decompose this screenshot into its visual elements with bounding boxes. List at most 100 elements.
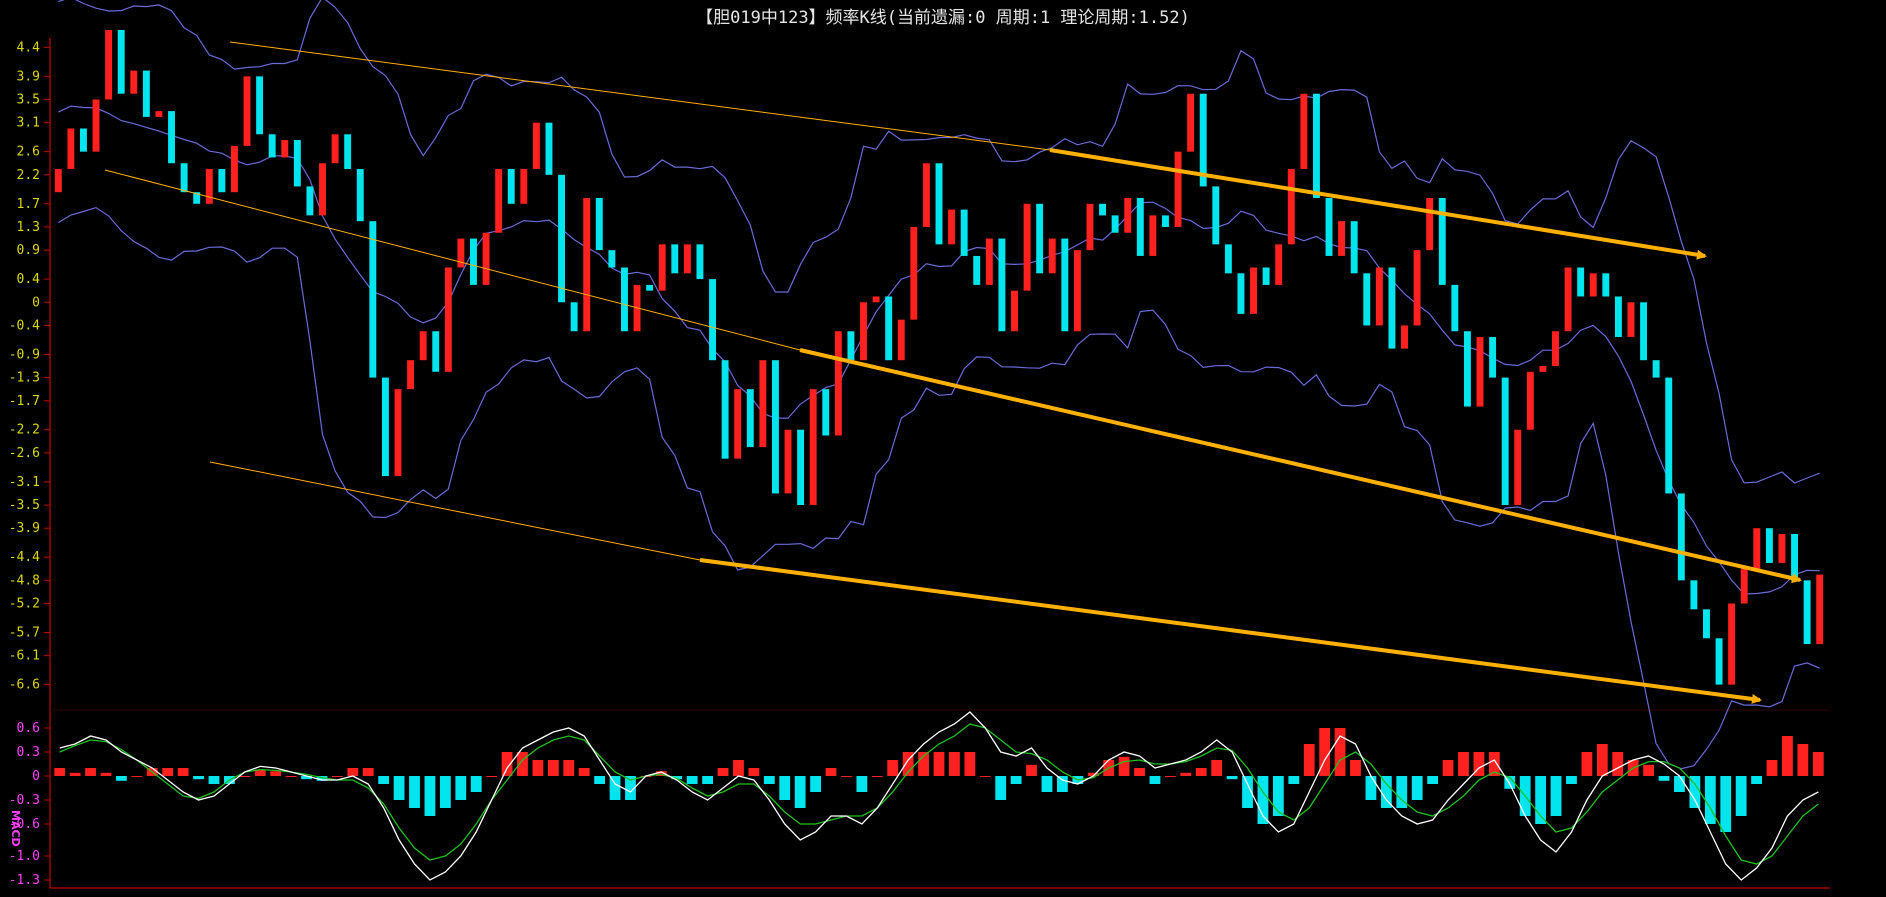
- down-candle: [1451, 284, 1459, 332]
- up-candle: [834, 331, 842, 436]
- macd-bar: [1164, 776, 1176, 777]
- macd-bar: [1550, 776, 1562, 816]
- up-candle: [495, 169, 503, 233]
- macd-bar: [517, 752, 528, 776]
- price-tick-label: 4.4: [17, 40, 41, 55]
- candlestick-series: [54, 30, 1824, 685]
- down-candle: [1803, 580, 1811, 645]
- price-tick-label: 0.4: [17, 272, 41, 287]
- price-tick-label: 3.1: [17, 116, 40, 131]
- down-candle: [1212, 186, 1220, 245]
- macd-bar: [1396, 776, 1408, 808]
- macd-bar: [1026, 764, 1037, 776]
- macd-bar: [1334, 728, 1346, 776]
- macd-bar: [347, 768, 359, 776]
- up-candle: [1476, 337, 1484, 407]
- macd-bar: [779, 776, 791, 800]
- macd-tick-label: 0.3: [17, 745, 40, 760]
- up-candle: [1338, 221, 1346, 256]
- macd-bar: [1057, 776, 1068, 792]
- trend-upper-arrow: [1049, 148, 1707, 260]
- price-tick-label: 3.5: [17, 93, 40, 108]
- macd-bar: [1612, 752, 1624, 776]
- macd-tick-label: -0.6: [9, 817, 40, 832]
- trend-middle-arrow: [799, 348, 1802, 584]
- up-candle: [1048, 238, 1056, 274]
- up-candle: [1275, 244, 1283, 285]
- down-candle: [168, 111, 175, 164]
- down-candle: [117, 30, 125, 94]
- macd-bar: [733, 760, 744, 776]
- macd-bar: [887, 760, 899, 776]
- macd-bar: [362, 768, 374, 776]
- price-tick-label: -2.6: [9, 446, 40, 461]
- bollinger-bands: [57, 0, 1820, 770]
- up-candle: [583, 198, 591, 332]
- up-candle: [1728, 603, 1736, 685]
- macd-bar: [794, 776, 806, 808]
- up-candle: [897, 319, 905, 361]
- down-candle: [470, 238, 477, 285]
- macd-bar: [1797, 744, 1809, 776]
- up-candle: [1552, 331, 1559, 366]
- down-candle: [1614, 296, 1622, 338]
- macd-y-axis-ticks: 0.6 0.3 0 -0.3 -0.6 -1.0 -1.3: [9, 721, 50, 888]
- down-candle: [973, 255, 981, 285]
- price-tick-label: -6.6: [9, 678, 40, 693]
- down-candle: [1036, 203, 1044, 274]
- down-candle: [1715, 638, 1723, 685]
- up-candle: [407, 360, 415, 390]
- price-tick-label: 1.3: [17, 220, 40, 235]
- up-candle: [444, 267, 452, 372]
- macd-bar: [1458, 752, 1469, 776]
- down-candle: [268, 134, 276, 158]
- down-candle: [1111, 215, 1119, 233]
- down-candle: [1388, 267, 1396, 349]
- macd-bar: [1226, 776, 1238, 780]
- trend-lower-thin: [209, 461, 701, 561]
- up-candle: [1539, 366, 1547, 372]
- down-candle: [960, 209, 968, 256]
- up-candle: [860, 302, 867, 361]
- macd-bar: [1596, 744, 1608, 776]
- macd-bar: [486, 776, 498, 777]
- down-candle: [356, 169, 364, 222]
- macd-bar: [455, 776, 467, 800]
- down-candle: [1602, 273, 1610, 297]
- macd-bar: [918, 752, 929, 776]
- macd-tick-label: -0.3: [9, 793, 40, 808]
- up-candle: [1023, 203, 1031, 291]
- macd-label: MACD: [9, 810, 22, 847]
- macd-bar: [1118, 756, 1130, 776]
- down-candle: [1665, 377, 1673, 494]
- macd-bar: [979, 776, 991, 777]
- axes: [49, 38, 1830, 889]
- price-tick-label: 3.9: [17, 69, 40, 84]
- down-candle: [1350, 221, 1358, 274]
- up-candle: [1816, 574, 1824, 645]
- price-tick-label: 1.7: [17, 197, 40, 212]
- down-candle: [885, 296, 893, 361]
- down-candle: [369, 221, 377, 378]
- price-tick-label: -2.2: [9, 423, 40, 438]
- macd-bar: [1643, 764, 1654, 776]
- macd-bar: [1488, 752, 1500, 776]
- price-tick-label: -1.7: [9, 394, 40, 409]
- up-candle: [1564, 267, 1572, 332]
- macd-bar: [841, 776, 852, 777]
- macd-bar: [1566, 776, 1577, 784]
- price-tick-label: 2.2: [17, 168, 40, 183]
- macd-bar: [1720, 776, 1732, 832]
- macd-bar: [85, 768, 96, 776]
- down-candle: [847, 331, 855, 361]
- down-candle: [935, 163, 943, 245]
- macd-bar: [563, 760, 575, 776]
- macd-bar: [1427, 776, 1439, 784]
- down-candle: [306, 186, 314, 216]
- up-candle: [1740, 568, 1748, 604]
- up-candle: [419, 331, 427, 361]
- macd-bar: [1812, 752, 1824, 776]
- down-candle: [1640, 302, 1648, 361]
- macd-tick-label: 0.6: [17, 721, 40, 736]
- macd-lines: [59, 711, 1819, 881]
